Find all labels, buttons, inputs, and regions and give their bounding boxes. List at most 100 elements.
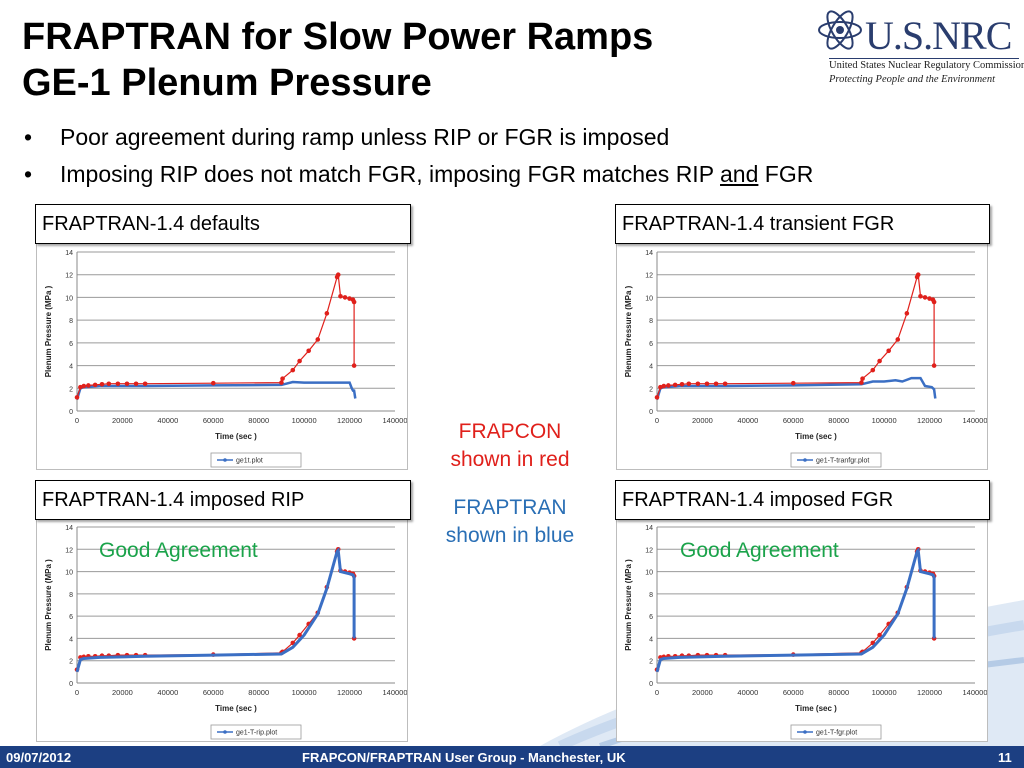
footer-event: FRAPCON/FRAPTRAN User Group - Manchester…	[302, 750, 626, 765]
frapcon-data-point	[338, 293, 343, 299]
x-tick-label: 0	[75, 416, 79, 425]
frapcon-data-point	[704, 381, 710, 387]
frapcon-data-point	[672, 382, 678, 388]
title-line-1: FRAPTRAN for Slow Power Ramps	[22, 16, 654, 58]
frapcon-data-point	[931, 299, 937, 305]
logo-subtitle: United States Nuclear Regulatory Commiss…	[829, 60, 1024, 71]
frapcon-data-point	[351, 299, 357, 305]
frapcon-data-point	[860, 376, 865, 381]
y-tick-label: 0	[649, 409, 653, 416]
legend-box	[210, 452, 302, 468]
y-tick-label: 10	[645, 295, 653, 302]
logo-name: U.S.NRC	[865, 13, 1012, 58]
x-tick-label: 120000	[337, 688, 362, 697]
frapcon-data-point	[133, 381, 139, 387]
y-axis-label: Plenum Pressure (MPa )	[44, 559, 53, 651]
chart-transient-fgr: 0 2 4 6 8 10 12 14 0 20000 40000 60000 80000 100000 12…	[616, 243, 988, 470]
frapcon-data-point	[877, 358, 882, 364]
y-tick-label: 10	[645, 570, 653, 577]
chart-defaults: 0 2 4 6 8 10 12 14 0 20000 40000 60000 80000 100000 12…	[36, 243, 408, 470]
legend-marker	[803, 458, 807, 462]
fraptran-note-line-1: FRAPTRAN	[453, 496, 567, 519]
nrc-logo: U.S.NRC United States Nuclear Regulatory…	[815, 6, 1024, 90]
x-tick-label: 80000	[828, 688, 849, 697]
frapcon-data-point	[886, 348, 891, 354]
bullet-text-post: FGR	[758, 161, 814, 187]
frapcon-data-point	[931, 363, 937, 368]
bullet-item: Poor agreement during ramp unless RIP or…	[22, 119, 813, 156]
frapcon-data-point	[92, 382, 98, 388]
y-tick-label: 14	[645, 250, 653, 257]
chart-svg: 0 2 4 6 8 10 12 14 0 20000 40000 60000 80000 100000 12…	[44, 525, 407, 740]
x-axis-label: Time (sec )	[215, 704, 257, 713]
frapcon-data-point	[115, 381, 121, 387]
frapcon-series-line	[656, 272, 935, 398]
panel-label-imposed-rip: FRAPTRAN-1.4 imposed RIP	[35, 480, 411, 520]
legend-marker	[223, 458, 227, 462]
frapcon-data-point	[790, 380, 796, 386]
y-tick-label: 6	[649, 614, 653, 621]
y-tick-label: 12	[645, 273, 653, 280]
frapcon-data-point	[324, 311, 330, 316]
frapcon-data-point	[904, 311, 910, 316]
x-tick-label: 80000	[248, 688, 269, 697]
x-axis-label: Time (sec )	[795, 432, 837, 441]
y-axis-label: Plenum Pressure (MPa )	[624, 285, 633, 377]
x-tick-label: 40000	[157, 416, 178, 425]
chart-svg: 0 2 4 6 8 10 12 14 0 20000 40000 60000 80000 100000 12…	[624, 525, 987, 740]
x-tick-label: 40000	[737, 416, 758, 425]
frapcon-data-point	[679, 382, 685, 387]
x-tick-label: 120000	[917, 688, 942, 697]
frapcon-data-point	[713, 381, 719, 387]
frapcon-data-point	[74, 395, 80, 400]
good-agreement-label-fgr: Good Agreement	[680, 539, 839, 562]
x-tick-label: 60000	[203, 416, 224, 425]
frapcon-data-point	[922, 295, 928, 300]
legend-marker	[803, 730, 807, 734]
x-tick-label: 20000	[692, 416, 713, 425]
panel-label-transient-fgr: FRAPTRAN-1.4 transient FGR	[615, 204, 990, 244]
x-tick-label: 80000	[828, 416, 849, 425]
y-tick-label: 10	[65, 295, 73, 302]
y-tick-label: 6	[649, 341, 653, 348]
y-tick-label: 0	[649, 681, 653, 688]
frapcon-data-point	[210, 380, 216, 386]
x-axis-label: Time (sec )	[215, 432, 257, 441]
slide-title: FRAPTRAN for Slow Power Ramps GE-1 Plenu…	[22, 14, 653, 106]
y-tick-label: 2	[649, 659, 653, 666]
title-line-2: GE-1 Plenum Pressure	[22, 62, 432, 104]
x-tick-label: 140000	[382, 416, 407, 425]
y-tick-label: 4	[649, 636, 653, 643]
fraptran-note: FRAPTRAN shown in blue	[420, 494, 600, 550]
x-tick-label: 60000	[783, 416, 804, 425]
y-tick-label: 8	[69, 318, 73, 325]
y-tick-label: 2	[69, 659, 73, 666]
x-tick-label: 100000	[872, 688, 897, 697]
frapcon-data-point	[870, 367, 876, 373]
y-tick-label: 14	[65, 525, 73, 532]
x-tick-label: 20000	[692, 688, 713, 697]
y-tick-label: 10	[65, 570, 73, 577]
x-tick-label: 80000	[248, 416, 269, 425]
footer-page-number: 11	[998, 750, 1012, 765]
fraptran-series-line	[75, 547, 356, 673]
frapcon-series-line	[76, 547, 355, 670]
frapcon-data-point	[335, 272, 341, 278]
x-axis-label: Time (sec )	[795, 704, 837, 713]
bullet-text-pre: Imposing RIP does not match FGR, imposin…	[60, 161, 721, 187]
y-axis-label: Plenum Pressure (MPa )	[624, 559, 633, 651]
frapcon-data-point	[297, 632, 302, 638]
legend-marker	[223, 730, 227, 734]
frapcon-data-point	[297, 358, 302, 364]
frapcon-data-point	[124, 381, 130, 387]
fraptran-note-line-2: shown in blue	[445, 524, 575, 547]
y-tick-label: 8	[69, 592, 73, 599]
chart-svg: 0 2 4 6 8 10 12 14 0 20000 40000 60000 80000 100000 12…	[624, 250, 987, 468]
logo-tagline: Protecting People and the Environment	[829, 74, 996, 85]
x-tick-label: 120000	[917, 416, 942, 425]
frapcon-data-point	[666, 383, 671, 388]
legend-label: ge1-T-rip.plot	[236, 730, 277, 737]
frapcon-series-line	[656, 547, 935, 670]
x-tick-label: 120000	[337, 416, 362, 425]
frapcon-data-point	[722, 381, 728, 387]
